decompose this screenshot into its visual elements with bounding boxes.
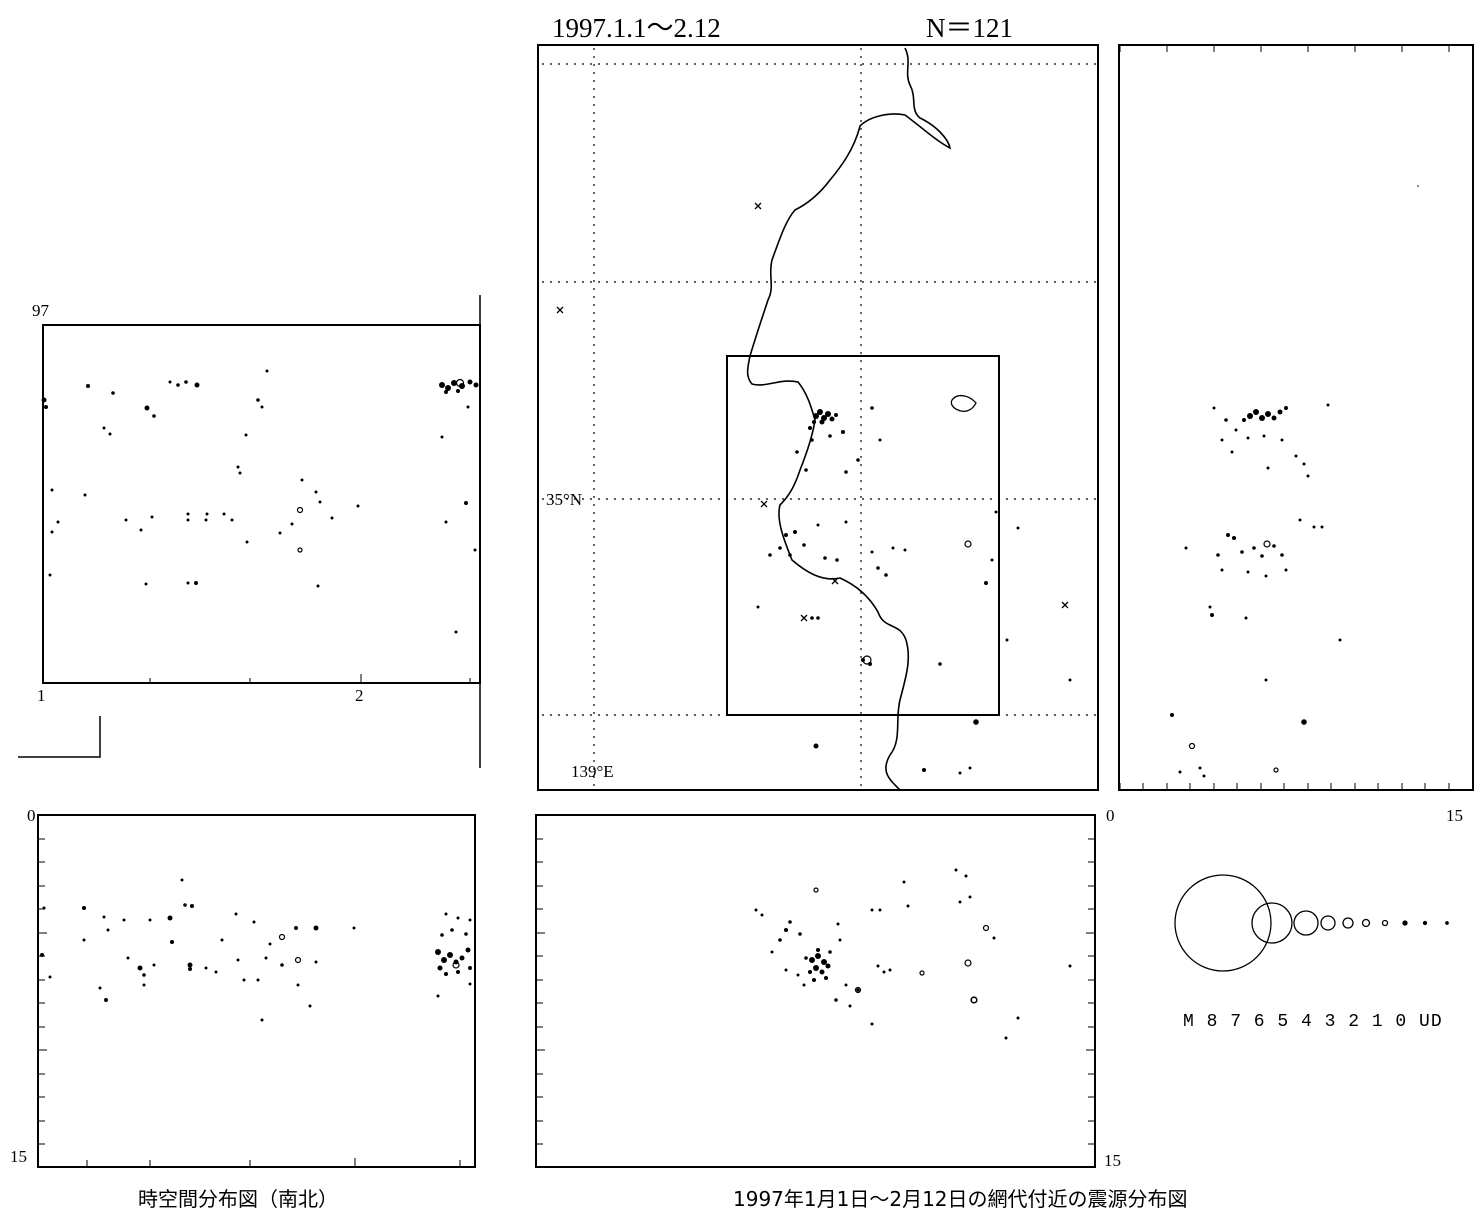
east-west-depth-panel — [1118, 44, 1474, 791]
legend-m0 — [1422, 920, 1428, 926]
scale-bracket — [18, 716, 101, 758]
depth-right-top: 0 — [1106, 806, 1115, 825]
time-space-events — [41, 369, 479, 634]
caption-hypocenter-map: 1997年1月1日～2月12日の網代付近の震源分布図 — [733, 1187, 1188, 1211]
longitude-label: 139°E — [571, 762, 614, 781]
legend-m6 — [1293, 910, 1319, 936]
legend-m4 — [1342, 917, 1354, 929]
legend-m2 — [1381, 919, 1389, 927]
legend-m8 — [1174, 874, 1272, 972]
depth-center-bottom: 15 — [1104, 1151, 1121, 1170]
latitude-label: 35°N — [546, 490, 583, 509]
epicenter-map — [537, 44, 1099, 791]
date-label-mid: 2 — [355, 686, 364, 705]
depth-right-end: 15 — [1446, 806, 1463, 825]
time-space-panel — [18, 295, 481, 768]
year-label: 97 — [32, 301, 49, 320]
legend-m3 — [1361, 918, 1371, 928]
coastline — [746, 47, 952, 791]
period-label: 1997.1.1～2.12 — [552, 13, 721, 43]
legend-m1 — [1402, 920, 1408, 926]
map-epicenters — [756, 406, 1072, 775]
date-label-start: 1 — [37, 686, 46, 705]
legend-m7 — [1251, 902, 1293, 944]
event-count: N＝121 — [926, 13, 1013, 43]
ew-hypocenters — [1170, 185, 1419, 778]
island — [950, 394, 977, 412]
depth-top-left: 0 — [27, 806, 36, 825]
map-cross-markers — [556, 202, 1069, 622]
caption-time-space: 時空間分布図（南北） — [138, 1187, 338, 1211]
time-depth-events — [40, 878, 472, 1022]
north-south-depth-panel — [535, 814, 1096, 1168]
magnitude-scale-label: M 8 7 6 5 4 3 2 1 0 UD — [1183, 1012, 1443, 1032]
time-depth-panel — [37, 814, 476, 1168]
depth-bottom-left: 15 — [10, 1147, 27, 1166]
legend-ud — [1445, 921, 1449, 925]
legend-m5 — [1320, 915, 1336, 931]
magnitude-legend — [1174, 874, 1449, 972]
ns-hypocenters — [754, 868, 1072, 1040]
focus-rectangle — [726, 355, 1000, 716]
